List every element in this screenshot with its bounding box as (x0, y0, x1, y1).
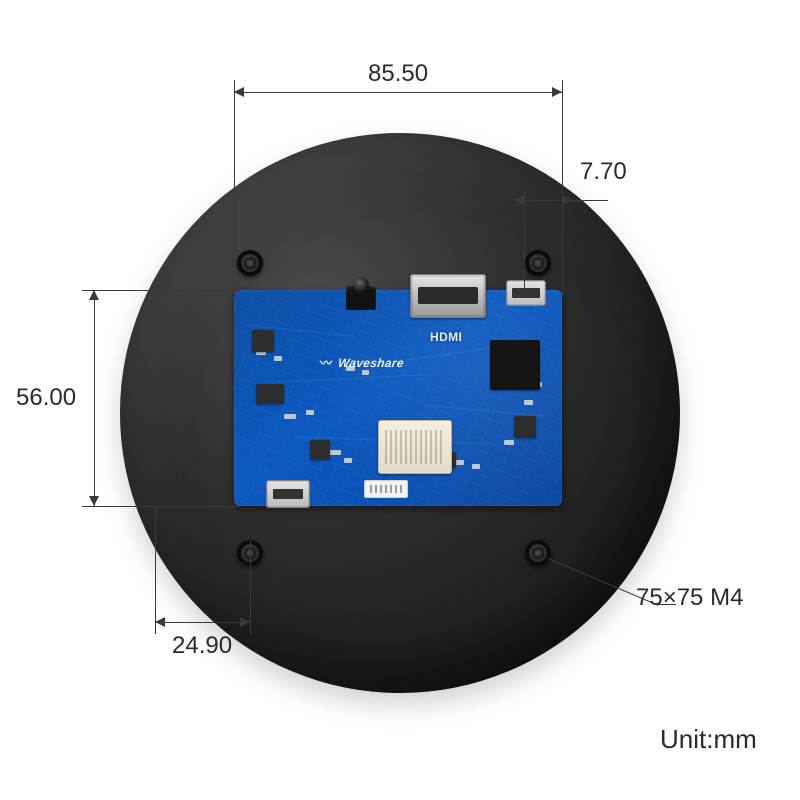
dim-7_70 (524, 200, 562, 201)
standoff-tl (237, 250, 263, 276)
arrow-icon (240, 617, 250, 627)
audio-jack (346, 286, 376, 310)
arrow-icon (234, 87, 244, 97)
brand-text: Waveshare (337, 356, 405, 370)
extline (155, 506, 156, 634)
dim-label-24_90: 24.90 (172, 632, 232, 660)
arrow-icon (89, 290, 99, 300)
dim-85_50 (234, 92, 562, 93)
extline (562, 200, 608, 201)
dim-label-7_70: 7.70 (580, 158, 627, 186)
arrow-icon (89, 496, 99, 506)
hdmi-port (410, 274, 486, 318)
dim-label-85_50: 85.50 (368, 60, 428, 88)
hdmi-label: HDMI (430, 330, 462, 344)
standoff-br (525, 540, 551, 566)
extline (234, 80, 235, 296)
jst-connector (364, 480, 408, 498)
extline (250, 540, 251, 634)
mount-note: 75×75 M4 (636, 584, 743, 612)
dim-label-56_00: 56.00 (16, 384, 76, 412)
arrow-icon (155, 617, 165, 627)
extline (82, 506, 240, 507)
extline (82, 290, 240, 291)
extline (562, 80, 563, 296)
arrow-icon (552, 87, 562, 97)
unit-label: Unit:mm (660, 724, 757, 755)
arrow-icon (514, 195, 524, 205)
brand-logo: Waveshare (320, 354, 404, 371)
usb-port-top (506, 280, 546, 306)
standoff-tr (525, 250, 551, 276)
extline (524, 190, 525, 290)
dim-24_90 (155, 622, 250, 623)
pcb-board: Waveshare HDMI (234, 290, 562, 506)
dim-56_00 (94, 290, 95, 506)
diagram-canvas: Waveshare HDMI 85.50 7.70 56.00 24.90 75… (0, 0, 800, 800)
usb-port-bottom (266, 480, 310, 508)
ffc-connector (378, 420, 452, 474)
